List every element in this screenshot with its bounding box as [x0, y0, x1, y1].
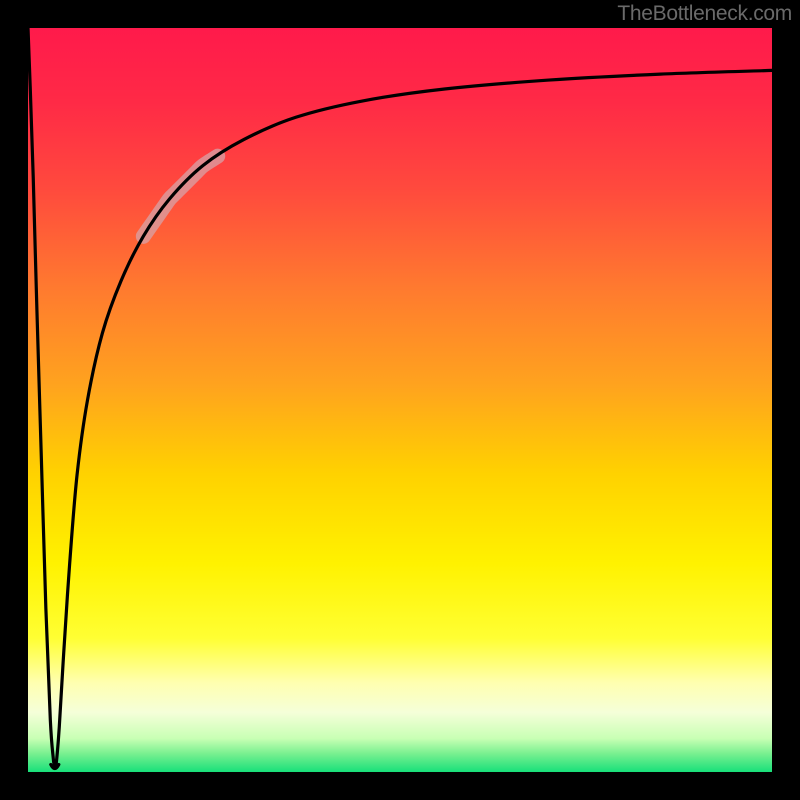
chart-container: TheBottleneck.com [0, 0, 800, 800]
gradient-background [28, 28, 772, 772]
attribution-text: TheBottleneck.com [617, 2, 792, 26]
bottleneck-chart [0, 0, 800, 800]
